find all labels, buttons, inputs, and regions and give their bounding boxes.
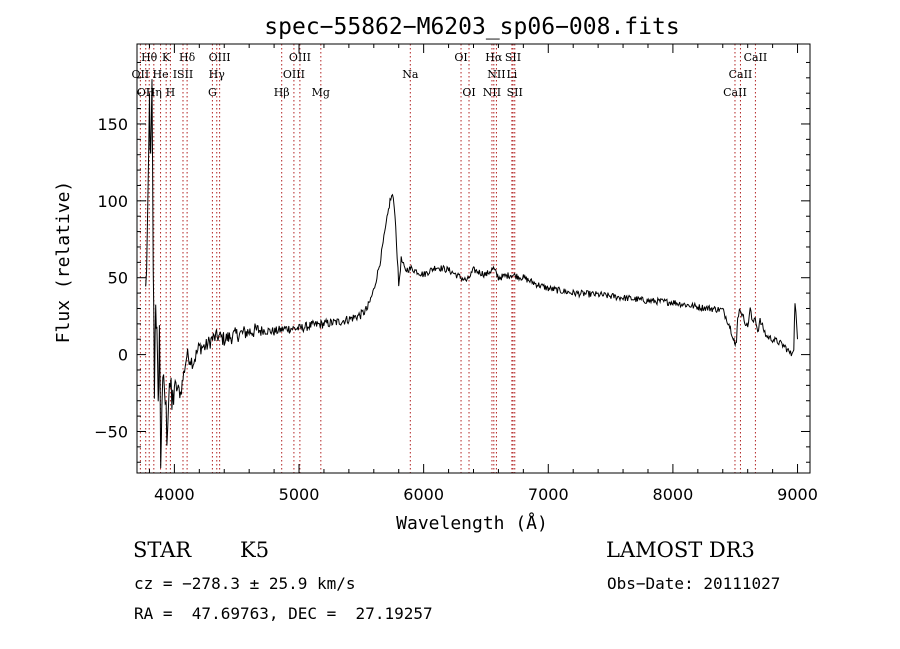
- y-tick-label-2: 50: [108, 269, 128, 288]
- marker-label-21: G: [208, 86, 217, 99]
- y-axis-ticks: −50 0 50 100 150: [94, 61, 810, 463]
- survey-name: LAMOST DR3: [606, 538, 755, 562]
- series-flux: [145, 79, 798, 469]
- series-layer: [145, 79, 798, 469]
- x-tick-label-8000: 8000: [653, 485, 694, 504]
- marker-label-10: He: [153, 68, 169, 81]
- object-class: STAR: [133, 538, 192, 562]
- x-tick-label-4000: 4000: [154, 485, 195, 504]
- marker-label-2: Hδ: [179, 51, 196, 64]
- plot-frame: [136, 43, 811, 474]
- x-tick-label-6000: 6000: [403, 485, 444, 504]
- x-tick-label-9000: 9000: [777, 485, 818, 504]
- chart-title: spec−55862−M6203_sp06−008.fits: [264, 14, 679, 40]
- marker-label-27: CaII: [723, 86, 747, 99]
- coordinates-readout: RA = 47.69763, DEC = 27.19257: [134, 604, 433, 623]
- marker-label-13: OIII: [283, 68, 305, 81]
- y-tick-label-0: −50: [94, 422, 128, 441]
- marker-label-1: K: [162, 51, 171, 64]
- marker-label-4: OIII: [289, 51, 311, 64]
- spectral-line-markers: [139, 44, 756, 473]
- marker-label-12: Hγ: [209, 68, 226, 81]
- obs-date-readout: Obs−Date: 20111027: [607, 574, 781, 593]
- y-tick-label-4: 150: [97, 115, 128, 134]
- x-axis-ticks: 4000 5000 6000 7000 8000 9000: [148, 44, 818, 504]
- x-axis-label: Wavelength (Å): [396, 512, 548, 534]
- spectral-subclass: K5: [240, 538, 270, 562]
- marker-label-7: SII: [505, 51, 521, 64]
- marker-label-24: OI: [462, 86, 475, 99]
- marker-label-6: Hα: [485, 51, 503, 64]
- marker-label-23: Mg: [312, 86, 330, 99]
- y-axis-label: Flux (relative): [53, 181, 74, 344]
- marker-label-9: OII: [132, 68, 150, 81]
- marker-label-19: Hη: [146, 86, 162, 99]
- y-tick-label-1: 0: [118, 346, 128, 365]
- marker-label-16: Li: [506, 68, 517, 81]
- marker-label-15: NII: [487, 68, 505, 81]
- redshift-readout: cz = −278.3 ± 25.9 km/s: [134, 574, 356, 593]
- marker-label-14: Na: [402, 68, 419, 81]
- marker-label-5: OI: [454, 51, 467, 64]
- marker-label-11: ISII: [173, 68, 194, 81]
- marker-label-17: CaII: [729, 68, 753, 81]
- marker-label-25: NII: [483, 86, 501, 99]
- x-tick-label-7000: 7000: [528, 485, 569, 504]
- marker-label-20: H: [166, 86, 176, 99]
- marker-label-3: OIII: [209, 51, 231, 64]
- x-tick-label-5000: 5000: [279, 485, 320, 504]
- marker-label-22: Hβ: [274, 86, 290, 99]
- marker-label-18: OII: [137, 86, 155, 99]
- marker-label-26: SII: [507, 86, 523, 99]
- marker-label-0: Hθ: [141, 51, 158, 64]
- marker-label-8: CaII: [744, 51, 768, 64]
- y-tick-label-3: 100: [97, 192, 128, 211]
